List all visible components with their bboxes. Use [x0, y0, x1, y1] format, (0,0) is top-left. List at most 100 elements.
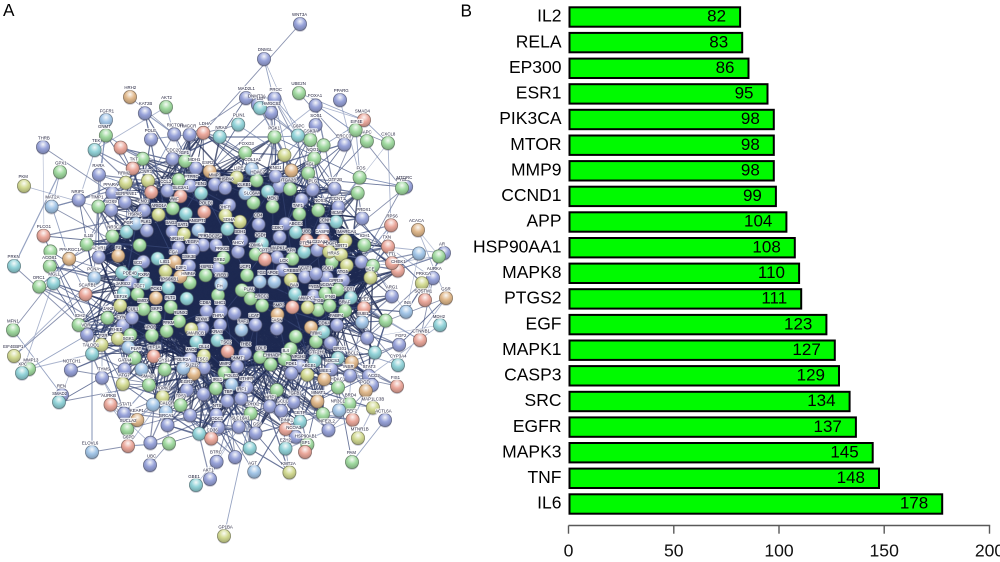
svg-text:ACTL6A: ACTL6A — [375, 409, 392, 414]
svg-text:MAPK14: MAPK14 — [270, 245, 288, 250]
svg-text:EGR1: EGR1 — [181, 379, 193, 384]
svg-text:PRKCB: PRKCB — [215, 246, 230, 251]
svg-text:98: 98 — [741, 135, 760, 154]
svg-text:APP: APP — [526, 211, 561, 231]
svg-text:TBP: TBP — [224, 389, 233, 394]
svg-text:NQO1: NQO1 — [306, 147, 319, 152]
svg-text:KAT2B: KAT2B — [139, 101, 153, 106]
svg-text:RHEB: RHEB — [110, 327, 122, 332]
svg-text:RUNX2: RUNX2 — [173, 310, 188, 315]
svg-text:GSS: GSS — [253, 421, 262, 426]
svg-text:FLT1: FLT1 — [165, 295, 175, 300]
svg-text:PLAU: PLAU — [244, 287, 255, 292]
svg-text:NOTCH1: NOTCH1 — [63, 358, 81, 363]
svg-text:SMOX: SMOX — [136, 298, 149, 303]
svg-text:APOB: APOB — [144, 325, 156, 330]
svg-text:F2R: F2R — [99, 333, 107, 338]
svg-text:ACE: ACE — [366, 267, 375, 272]
svg-text:FH: FH — [217, 284, 223, 289]
svg-text:PPARGC1A: PPARGC1A — [59, 247, 82, 252]
svg-text:EIF4EBP1: EIF4EBP1 — [3, 344, 24, 349]
svg-text:TIMP1: TIMP1 — [91, 195, 104, 200]
svg-text:NR1H4: NR1H4 — [170, 236, 185, 241]
svg-text:PYGL: PYGL — [396, 177, 408, 182]
svg-text:KLKB1: KLKB1 — [237, 182, 251, 187]
svg-text:SDHA: SDHA — [223, 217, 235, 222]
svg-text:GTF2B: GTF2B — [328, 177, 342, 182]
svg-text:BTRC: BTRC — [210, 450, 222, 455]
svg-text:EEF2K: EEF2K — [114, 294, 128, 299]
svg-text:TCF7: TCF7 — [134, 283, 145, 288]
svg-text:ODC1: ODC1 — [211, 416, 224, 421]
svg-text:HDAC1: HDAC1 — [331, 376, 346, 381]
svg-text:SP1: SP1 — [302, 440, 311, 445]
svg-text:DHFR: DHFR — [219, 204, 231, 209]
svg-text:OGDH: OGDH — [254, 232, 267, 237]
svg-text:82: 82 — [707, 7, 726, 26]
svg-text:TSC2: TSC2 — [221, 340, 233, 345]
svg-text:PCNA: PCNA — [87, 267, 99, 272]
svg-text:95: 95 — [735, 84, 754, 103]
svg-text:RAF1: RAF1 — [237, 319, 249, 324]
svg-text:HIF1A: HIF1A — [148, 345, 160, 350]
svg-text:GTF2H1: GTF2H1 — [308, 350, 325, 355]
svg-text:COL1A1: COL1A1 — [244, 157, 261, 162]
svg-text:NRAS: NRAS — [215, 125, 227, 130]
svg-text:THRB: THRB — [38, 136, 50, 141]
svg-text:LDLR: LDLR — [256, 346, 267, 351]
svg-text:CCND1: CCND1 — [501, 185, 561, 205]
svg-text:PLIN1: PLIN1 — [233, 113, 246, 118]
svg-text:MMP2: MMP2 — [219, 361, 232, 366]
svg-text:FOXA1: FOXA1 — [308, 93, 323, 98]
svg-text:IL1B: IL1B — [84, 233, 93, 238]
svg-text:ARID1A: ARID1A — [151, 203, 167, 208]
svg-text:VWF: VWF — [169, 197, 179, 202]
svg-text:NCOA3: NCOA3 — [286, 425, 302, 430]
svg-text:REN: REN — [57, 384, 66, 389]
svg-text:FASN: FASN — [271, 317, 282, 322]
svg-text:AGT: AGT — [248, 461, 257, 466]
svg-text:HDAC2: HDAC2 — [250, 169, 265, 174]
svg-text:129: 129 — [797, 366, 825, 385]
svg-text:NTS: NTS — [213, 403, 222, 408]
svg-text:IDH2: IDH2 — [75, 313, 85, 318]
svg-text:ESR1: ESR1 — [516, 83, 562, 103]
svg-text:PLG: PLG — [309, 178, 318, 183]
svg-text:IL2: IL2 — [537, 6, 561, 26]
svg-text:145: 145 — [830, 442, 858, 461]
svg-text:LIPE: LIPE — [234, 166, 244, 171]
svg-text:BRCA1: BRCA1 — [159, 413, 174, 418]
svg-text:ESR2: ESR2 — [202, 160, 214, 165]
svg-text:98: 98 — [741, 161, 760, 180]
svg-text:TAF1: TAF1 — [293, 203, 304, 208]
svg-text:BAG3: BAG3 — [165, 220, 177, 225]
svg-text:XPA: XPA — [287, 248, 295, 253]
svg-text:CASP3: CASP3 — [504, 365, 561, 385]
svg-text:ANAPC2: ANAPC2 — [298, 296, 316, 301]
svg-text:ACO2: ACO2 — [368, 373, 380, 378]
svg-text:KRAS: KRAS — [211, 329, 223, 334]
svg-text:MMP13: MMP13 — [23, 358, 39, 363]
svg-text:CDC25A: CDC25A — [205, 233, 222, 238]
svg-text:SMARCA4: SMARCA4 — [335, 229, 357, 234]
svg-text:MAPK3: MAPK3 — [502, 441, 561, 461]
svg-text:ACACA: ACACA — [409, 218, 424, 223]
svg-text:SUCLA2: SUCLA2 — [120, 418, 137, 423]
svg-text:TXN: TXN — [382, 234, 391, 239]
svg-text:ACOX1: ACOX1 — [42, 255, 57, 260]
svg-text:FYN: FYN — [117, 314, 126, 319]
svg-text:CHEK1: CHEK1 — [391, 259, 406, 264]
svg-text:AURKA: AURKA — [427, 266, 442, 271]
svg-text:CALCR: CALCR — [160, 401, 175, 406]
svg-text:NOS3: NOS3 — [314, 198, 326, 203]
svg-text:MDH2: MDH2 — [433, 314, 446, 319]
svg-text:EP301: EP301 — [333, 346, 347, 351]
svg-text:ERCC2: ERCC2 — [254, 294, 269, 299]
svg-text:VEGFA: VEGFA — [185, 239, 200, 244]
svg-text:MDH1: MDH1 — [188, 157, 201, 162]
svg-text:FGB: FGB — [314, 298, 323, 303]
svg-text:CASP8: CASP8 — [315, 229, 330, 234]
svg-text:AURKB: AURKB — [101, 393, 116, 398]
svg-text:UBC: UBC — [147, 454, 156, 459]
svg-text:SOS1: SOS1 — [310, 113, 322, 118]
